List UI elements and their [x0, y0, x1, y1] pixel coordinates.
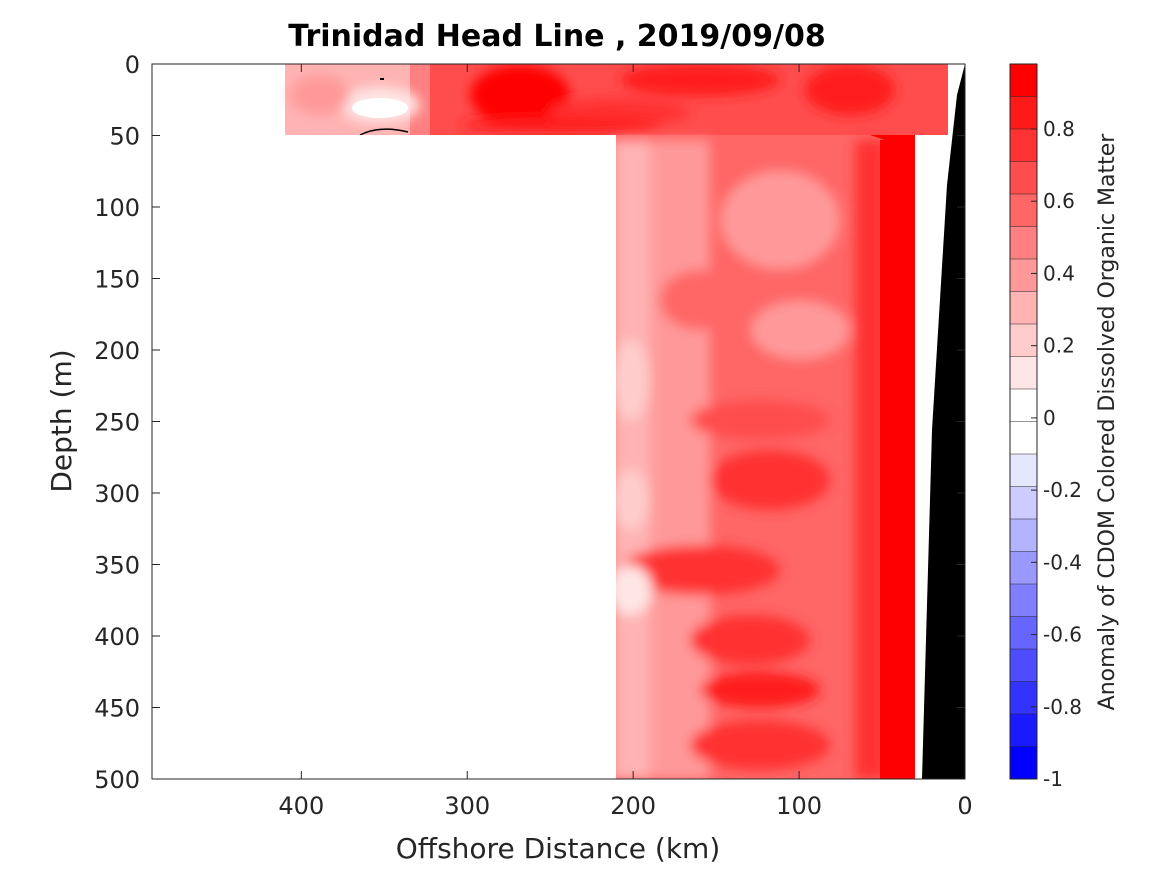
colorbar-swatch [1010, 64, 1037, 97]
bathymetry-seafloor [922, 64, 965, 779]
no-data-region [152, 135, 616, 779]
colorbar-swatch [1010, 226, 1037, 260]
chart-title: Trinidad Head Line , 2019/09/08 [288, 19, 825, 54]
y-axis: 0 50 100 150 200 250 300 350 400 450 500 [94, 51, 965, 794]
y-tick-label: 250 [94, 409, 140, 437]
colorbar [1010, 64, 1037, 780]
colorbar-swatch [1010, 486, 1037, 520]
contour-upper-layer [285, 64, 948, 136]
x-tick-label: 0 [957, 792, 972, 820]
x-axis-label: Offshore Distance (km) [396, 832, 721, 865]
x-tick-label: 400 [278, 792, 324, 820]
contour-deep-layer [608, 135, 915, 779]
y-tick-label: 200 [94, 337, 140, 365]
y-tick-label: 350 [94, 552, 140, 580]
colorbar-swatch [1010, 96, 1037, 130]
y-tick-label: 150 [94, 266, 140, 294]
y-tick-label: 300 [94, 480, 140, 508]
colorbar-label: Anomaly of CDOM Colored Dissolved Organi… [1095, 133, 1120, 711]
colorbar-tick-label: -0.6 [1043, 623, 1082, 647]
colorbar-swatch [1010, 129, 1037, 162]
colorbar-tick-label: 0.8 [1043, 117, 1075, 141]
colorbar-swatch [1010, 714, 1037, 747]
y-tick-label: 400 [94, 623, 140, 651]
colorbar-tick-label: -0.8 [1043, 695, 1082, 719]
colorbar-swatch [1010, 649, 1037, 682]
y-tick-label: 100 [94, 194, 140, 222]
x-tick-label: 200 [610, 792, 656, 820]
colorbar-swatch [1010, 681, 1037, 715]
colorbar-swatch [1010, 746, 1037, 780]
colorbar-ticks: 0.8 0.6 0.4 0.2 0 -0.2 -0.4 -0.6 -0.8 -1 [1031, 117, 1082, 791]
y-axis-label: Depth (m) [45, 349, 78, 492]
y-tick-label: 500 [94, 766, 140, 794]
plot-area [152, 64, 965, 779]
colorbar-swatch [1010, 551, 1037, 585]
colorbar-swatch [1010, 616, 1037, 650]
x-tick-label: 300 [444, 792, 490, 820]
colorbar-tick-label: -1 [1043, 767, 1063, 791]
colorbar-tick-label: 0.2 [1043, 334, 1075, 358]
colorbar-swatch [1010, 194, 1037, 227]
colorbar-swatch [1010, 421, 1037, 455]
colorbar-swatch [1010, 291, 1037, 325]
y-tick-label: 50 [109, 123, 140, 151]
colorbar-swatch [1010, 454, 1037, 487]
colorbar-frame [1009, 63, 1038, 780]
colorbar-swatch [1010, 356, 1037, 390]
colorbar-swatch [1010, 584, 1037, 617]
colorbar-tick-label: 0 [1043, 406, 1056, 430]
colorbar-swatch [1010, 389, 1037, 422]
colorbar-tick-label: 0.4 [1043, 261, 1075, 285]
colorbar-tick-label: -0.2 [1043, 478, 1082, 502]
colorbar-tick-label: -0.4 [1043, 550, 1082, 574]
y-tick-label: 450 [94, 695, 140, 723]
x-tick-label: 100 [776, 792, 822, 820]
colorbar-swatch [1010, 324, 1037, 357]
colorbar-tick-label: 0.6 [1043, 189, 1075, 213]
x-axis: 400 300 200 100 0 [278, 64, 973, 820]
colorbar-swatch [1010, 519, 1037, 552]
y-tick-label: 0 [125, 51, 140, 79]
colorbar-swatch [1010, 259, 1037, 292]
colorbar-swatch [1010, 161, 1037, 195]
